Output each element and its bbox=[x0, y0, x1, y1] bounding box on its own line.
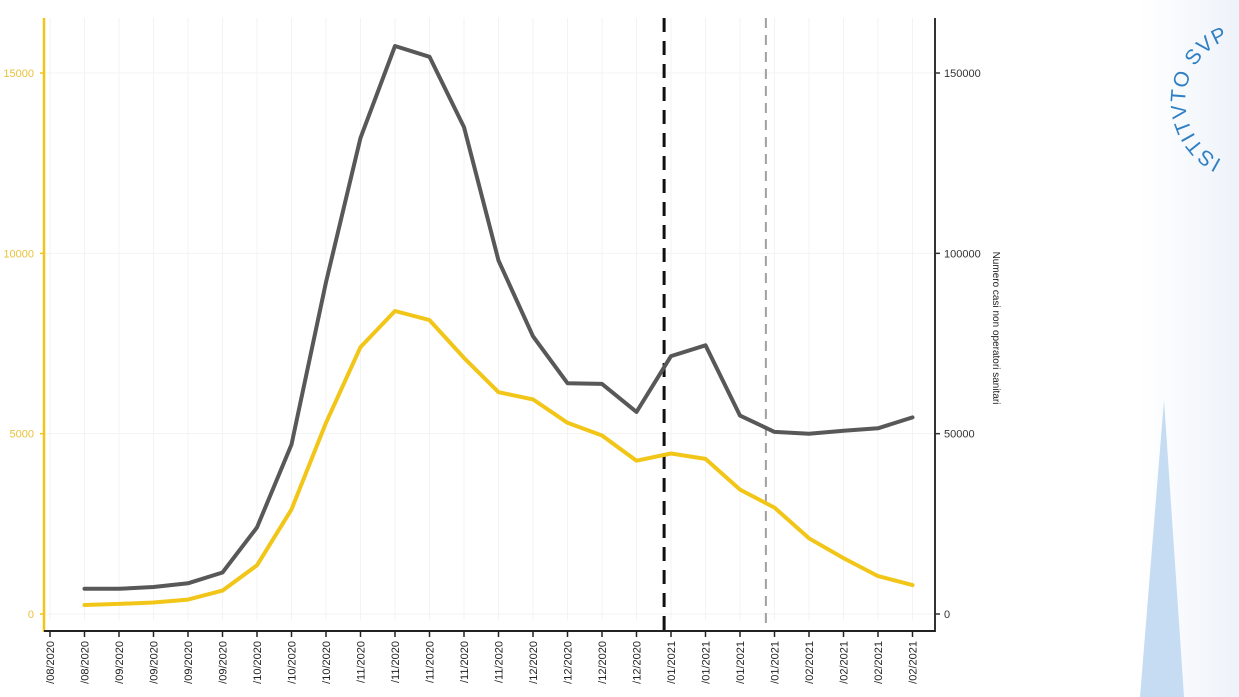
x-tick-label: /01/2021 bbox=[735, 641, 747, 684]
x-tick-label: /12/2020 bbox=[563, 641, 575, 684]
x-tick-label: /11/2020 bbox=[459, 641, 471, 683]
x-tick-label: /08/2020 bbox=[45, 641, 57, 684]
grid bbox=[44, 18, 935, 620]
left-tick-label: 15000 bbox=[3, 68, 34, 80]
right-tick-label: 50000 bbox=[944, 429, 975, 441]
x-tick-label: /12/2020 bbox=[597, 641, 609, 684]
decorative-blue-triangle bbox=[1140, 400, 1184, 697]
x-tick-label: /02/2021 bbox=[908, 641, 920, 684]
x-tick-label: /11/2020 bbox=[390, 641, 402, 683]
axes bbox=[42, 18, 936, 632]
right-axis-title: Numero casi non operatori sanitari bbox=[990, 252, 1001, 405]
right-tick-label: 0 bbox=[944, 609, 950, 621]
series-line-right-axis bbox=[82, 44, 915, 591]
x-tick-label: /09/2020 bbox=[149, 641, 161, 684]
right-tick-label: 100000 bbox=[944, 248, 981, 260]
x-tick-label: /11/2020 bbox=[494, 641, 506, 683]
x-tick-label: /12/2020 bbox=[632, 641, 644, 684]
left-tick-label: 5000 bbox=[10, 429, 34, 441]
x-tick-label: /01/2021 bbox=[701, 641, 713, 684]
x-tick-label: /11/2020 bbox=[356, 641, 368, 683]
right-tick-label: 150000 bbox=[944, 68, 981, 80]
x-tick-label: /12/2020 bbox=[528, 641, 540, 684]
left-tick-label: 0 bbox=[28, 609, 34, 621]
x-tick-label: /01/2021 bbox=[666, 641, 678, 684]
x-tick-label: /10/2020 bbox=[287, 641, 299, 684]
x-tick-label: /10/2020 bbox=[321, 641, 333, 684]
x-tick-label: /02/2021 bbox=[873, 641, 885, 684]
x-tick-label: /09/2020 bbox=[183, 641, 195, 684]
reference-lines bbox=[662, 18, 767, 630]
x-tick-label: /02/2021 bbox=[804, 641, 816, 684]
series-layer bbox=[82, 44, 915, 607]
x-tick-label: /08/2020 bbox=[80, 641, 92, 684]
series-line-left-axis bbox=[82, 309, 915, 607]
x-tick-label: /01/2021 bbox=[770, 641, 782, 684]
x-tick-label: /09/2020 bbox=[218, 641, 230, 684]
tick-labels: 050001000015000050000100000150000/08/202… bbox=[3, 68, 980, 684]
x-tick-label: /02/2021 bbox=[839, 641, 851, 684]
x-tick-label: /09/2020 bbox=[114, 641, 126, 684]
logo-sidebar: ISTITVTO SVP bbox=[1140, 0, 1239, 697]
x-tick-label: /11/2020 bbox=[425, 641, 437, 683]
left-tick-label: 10000 bbox=[3, 248, 34, 260]
dual-axis-line-chart: 050001000015000050000100000150000/08/202… bbox=[3, 18, 1001, 684]
x-tick-label: /10/2020 bbox=[252, 641, 264, 684]
